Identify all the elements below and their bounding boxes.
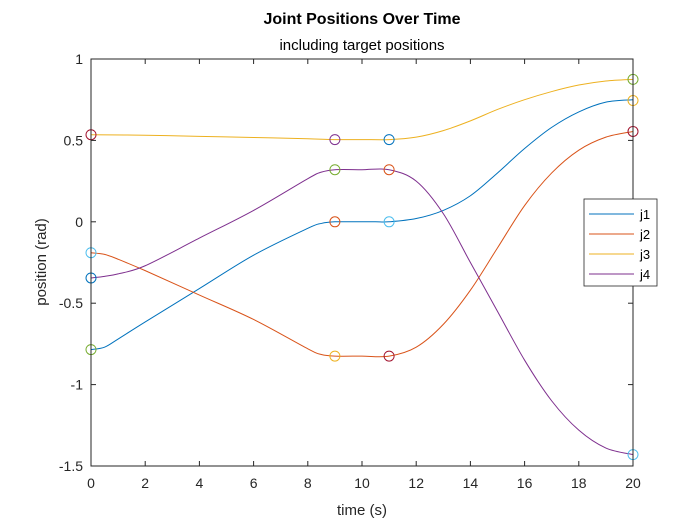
series-line-j1 [90, 99, 634, 351]
y-axis-ticks: -1.5 -1 -0.5 0 0.5 1 [59, 51, 633, 474]
target-marker [329, 164, 341, 176]
legend-label-j4: j4 [639, 267, 650, 282]
x-tick-label: 4 [196, 475, 204, 491]
legend: j1 j2 j3 j4 [583, 198, 658, 287]
y-tick-label: 0 [75, 214, 83, 230]
x-tick-label: 14 [463, 475, 479, 491]
x-tick-label: 6 [250, 475, 258, 491]
x-tick-label: 8 [304, 475, 312, 491]
legend-label-j3: j3 [639, 247, 650, 262]
target-markers [85, 73, 639, 461]
y-tick-label: 1 [75, 51, 83, 67]
series-line-j4 [90, 168, 634, 456]
chart-title: Joint Positions Over Time [263, 11, 460, 28]
x-tick-label: 12 [408, 475, 424, 491]
x-tick-label: 18 [571, 475, 587, 491]
target-marker [383, 134, 395, 146]
x-axis-ticks: 0 2 4 6 8 10 12 14 16 18 20 [87, 59, 641, 491]
legend-label-j1: j1 [639, 207, 650, 222]
y-tick-label: 0.5 [64, 132, 84, 148]
plot-area [91, 59, 633, 466]
y-tick-label: -0.5 [59, 295, 83, 311]
y-axis-label: position (rad) [33, 218, 50, 306]
y-tick-label: -1 [71, 377, 84, 393]
target-marker [383, 164, 395, 176]
legend-label-j2: j2 [639, 227, 650, 242]
target-marker [329, 350, 341, 362]
y-tick-label: -1.5 [59, 458, 83, 474]
target-marker [383, 216, 395, 228]
series-line-j2 [90, 130, 634, 358]
series-line-j3 [90, 78, 634, 141]
series-layer [90, 78, 634, 456]
x-tick-label: 2 [141, 475, 149, 491]
x-axis-label: time (s) [337, 502, 387, 519]
target-marker [329, 216, 341, 228]
x-tick-label: 20 [625, 475, 641, 491]
target-marker [329, 134, 341, 146]
chart-subtitle: including target positions [279, 37, 444, 54]
x-tick-label: 16 [517, 475, 533, 491]
x-tick-label: 0 [87, 475, 95, 491]
x-tick-label: 10 [354, 475, 370, 491]
target-marker [383, 350, 395, 362]
